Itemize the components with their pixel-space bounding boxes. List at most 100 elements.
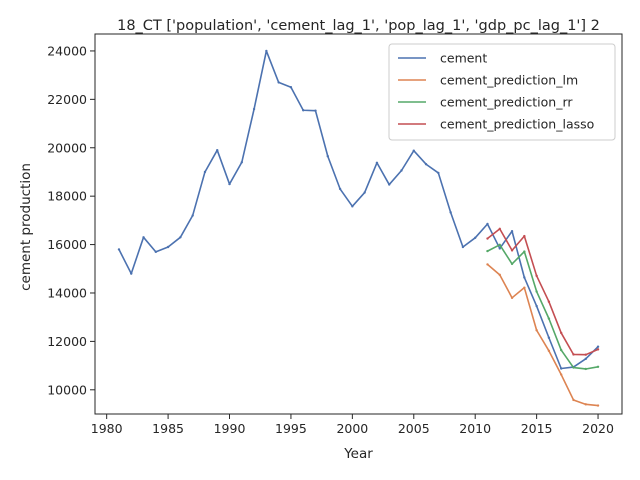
data-point-cement — [559, 367, 563, 370]
legend-label: cement_prediction_lm — [440, 73, 578, 88]
data-point-cement-prediction-lm — [535, 329, 538, 332]
data-point-cement — [326, 155, 329, 158]
data-point-cement — [498, 247, 501, 250]
data-point-cement-prediction-rr — [572, 366, 575, 369]
data-point-cement — [596, 345, 600, 348]
data-point-cement — [338, 187, 342, 191]
data-point-cement — [142, 236, 145, 239]
data-point-cement — [535, 304, 538, 308]
x-tick-label: 2020 — [582, 421, 614, 436]
data-point-cement-prediction-lasso — [559, 331, 563, 335]
y-tick-label: 18000 — [47, 189, 87, 204]
data-point-cement-prediction-rr — [596, 365, 600, 369]
data-point-cement — [117, 248, 121, 251]
legend-label: cement — [440, 51, 487, 66]
x-tick-label: 2005 — [398, 421, 430, 436]
data-point-cement — [191, 214, 194, 217]
data-point-cement — [302, 109, 305, 112]
data-point-cement-prediction-lasso — [584, 353, 587, 356]
x-tick-label: 1995 — [275, 421, 307, 436]
x-tick-label: 1980 — [91, 421, 123, 436]
data-point-cement — [584, 357, 587, 361]
data-point-cement-prediction-lm — [559, 373, 563, 376]
data-point-cement — [424, 163, 428, 166]
data-point-cement — [375, 161, 379, 164]
x-tick-label: 2010 — [459, 421, 491, 436]
data-point-cement-prediction-lasso — [510, 249, 514, 252]
data-point-cement-prediction-rr — [523, 250, 526, 253]
y-tick-label: 10000 — [47, 382, 87, 397]
series-line-cement-prediction-lasso — [486, 228, 599, 356]
data-point-cement-prediction-lasso — [523, 234, 526, 238]
data-point-cement — [400, 169, 403, 172]
data-point-cement-prediction-rr — [559, 348, 563, 352]
data-point-cement — [351, 205, 354, 208]
data-point-cement-prediction-lm — [572, 398, 575, 402]
data-point-cement — [363, 191, 366, 194]
x-tick-label: 1985 — [152, 421, 184, 436]
legend-label: cement_prediction_lasso — [440, 117, 594, 132]
data-point-cement-prediction-lasso — [498, 227, 501, 231]
data-point-cement — [289, 86, 293, 89]
y-tick-label: 24000 — [47, 43, 87, 58]
y-tick-label: 22000 — [47, 92, 87, 107]
data-point-cement-prediction-rr — [547, 317, 551, 320]
data-point-cement-prediction-rr — [510, 262, 514, 266]
data-point-cement-prediction-lm — [547, 349, 551, 353]
data-point-cement — [166, 245, 170, 249]
data-point-cement-prediction-lm — [596, 404, 600, 407]
data-point-cement — [523, 276, 526, 279]
data-point-cement — [510, 230, 514, 233]
data-point-cement-prediction-lm — [510, 296, 514, 300]
data-point-cement-prediction-lm — [486, 263, 489, 266]
data-point-cement-prediction-rr — [498, 243, 501, 247]
y-tick-label: 14000 — [47, 285, 87, 300]
data-point-cement-prediction-lasso — [596, 348, 600, 351]
data-point-cement — [216, 148, 219, 152]
data-point-cement — [265, 49, 268, 53]
data-point-cement-prediction-lm — [498, 273, 501, 277]
data-point-cement — [449, 211, 452, 214]
y-tick-label: 16000 — [47, 237, 87, 252]
series-line-cement-prediction-rr — [486, 244, 599, 370]
data-point-cement — [240, 161, 243, 164]
legend-label: cement_prediction_rr — [440, 95, 573, 110]
data-point-cement — [130, 272, 133, 275]
x-axis-ticks: 1980 1985 1990 1995 2000 2005 2010 2015 2020 — [91, 414, 614, 436]
data-point-cement — [277, 81, 280, 84]
data-point-cement-prediction-lasso — [486, 237, 489, 240]
plot-frame — [94, 33, 623, 415]
data-point-cement — [252, 107, 256, 111]
data-point-cement — [314, 109, 317, 112]
data-point-cement-prediction-rr — [486, 249, 489, 253]
y-tick-label: 12000 — [47, 334, 87, 349]
x-tick-label: 1990 — [214, 421, 246, 436]
data-point-cement — [228, 182, 231, 186]
data-point-cement-prediction-rr — [535, 290, 538, 293]
x-tick-label: 2015 — [521, 421, 553, 436]
chart-title: 18_CT ['population', 'cement_lag_1', 'po… — [117, 18, 600, 34]
data-point-cement — [179, 236, 182, 239]
y-axis-ticks: 10000 12000 14000 16000 18000 20000 22000 24000 — [47, 43, 95, 397]
series-line-cement — [118, 50, 599, 370]
y-axis-label: cement production — [18, 163, 34, 291]
data-point-cement-prediction-rr — [584, 367, 587, 371]
data-point-cement — [388, 183, 391, 186]
data-point-cement — [412, 149, 415, 152]
data-point-cement — [154, 250, 158, 254]
data-point-cement — [474, 236, 477, 239]
data-point-cement-prediction-lm — [584, 403, 587, 406]
x-axis-label: Year — [343, 446, 373, 462]
legend: cement cement_prediction_lm cement_predict… — [388, 43, 616, 141]
plot-lines — [117, 49, 600, 407]
series-line-cement-prediction-lm — [486, 263, 599, 407]
data-point-cement — [461, 245, 465, 249]
data-point-cement-prediction-lasso — [572, 353, 575, 356]
data-point-cement-prediction-lasso — [547, 300, 551, 303]
data-point-cement-prediction-lm — [523, 286, 526, 289]
data-point-cement-prediction-lasso — [535, 274, 538, 277]
data-point-cement — [486, 222, 489, 226]
x-tick-label: 2000 — [336, 421, 368, 436]
legend-box — [388, 43, 616, 141]
